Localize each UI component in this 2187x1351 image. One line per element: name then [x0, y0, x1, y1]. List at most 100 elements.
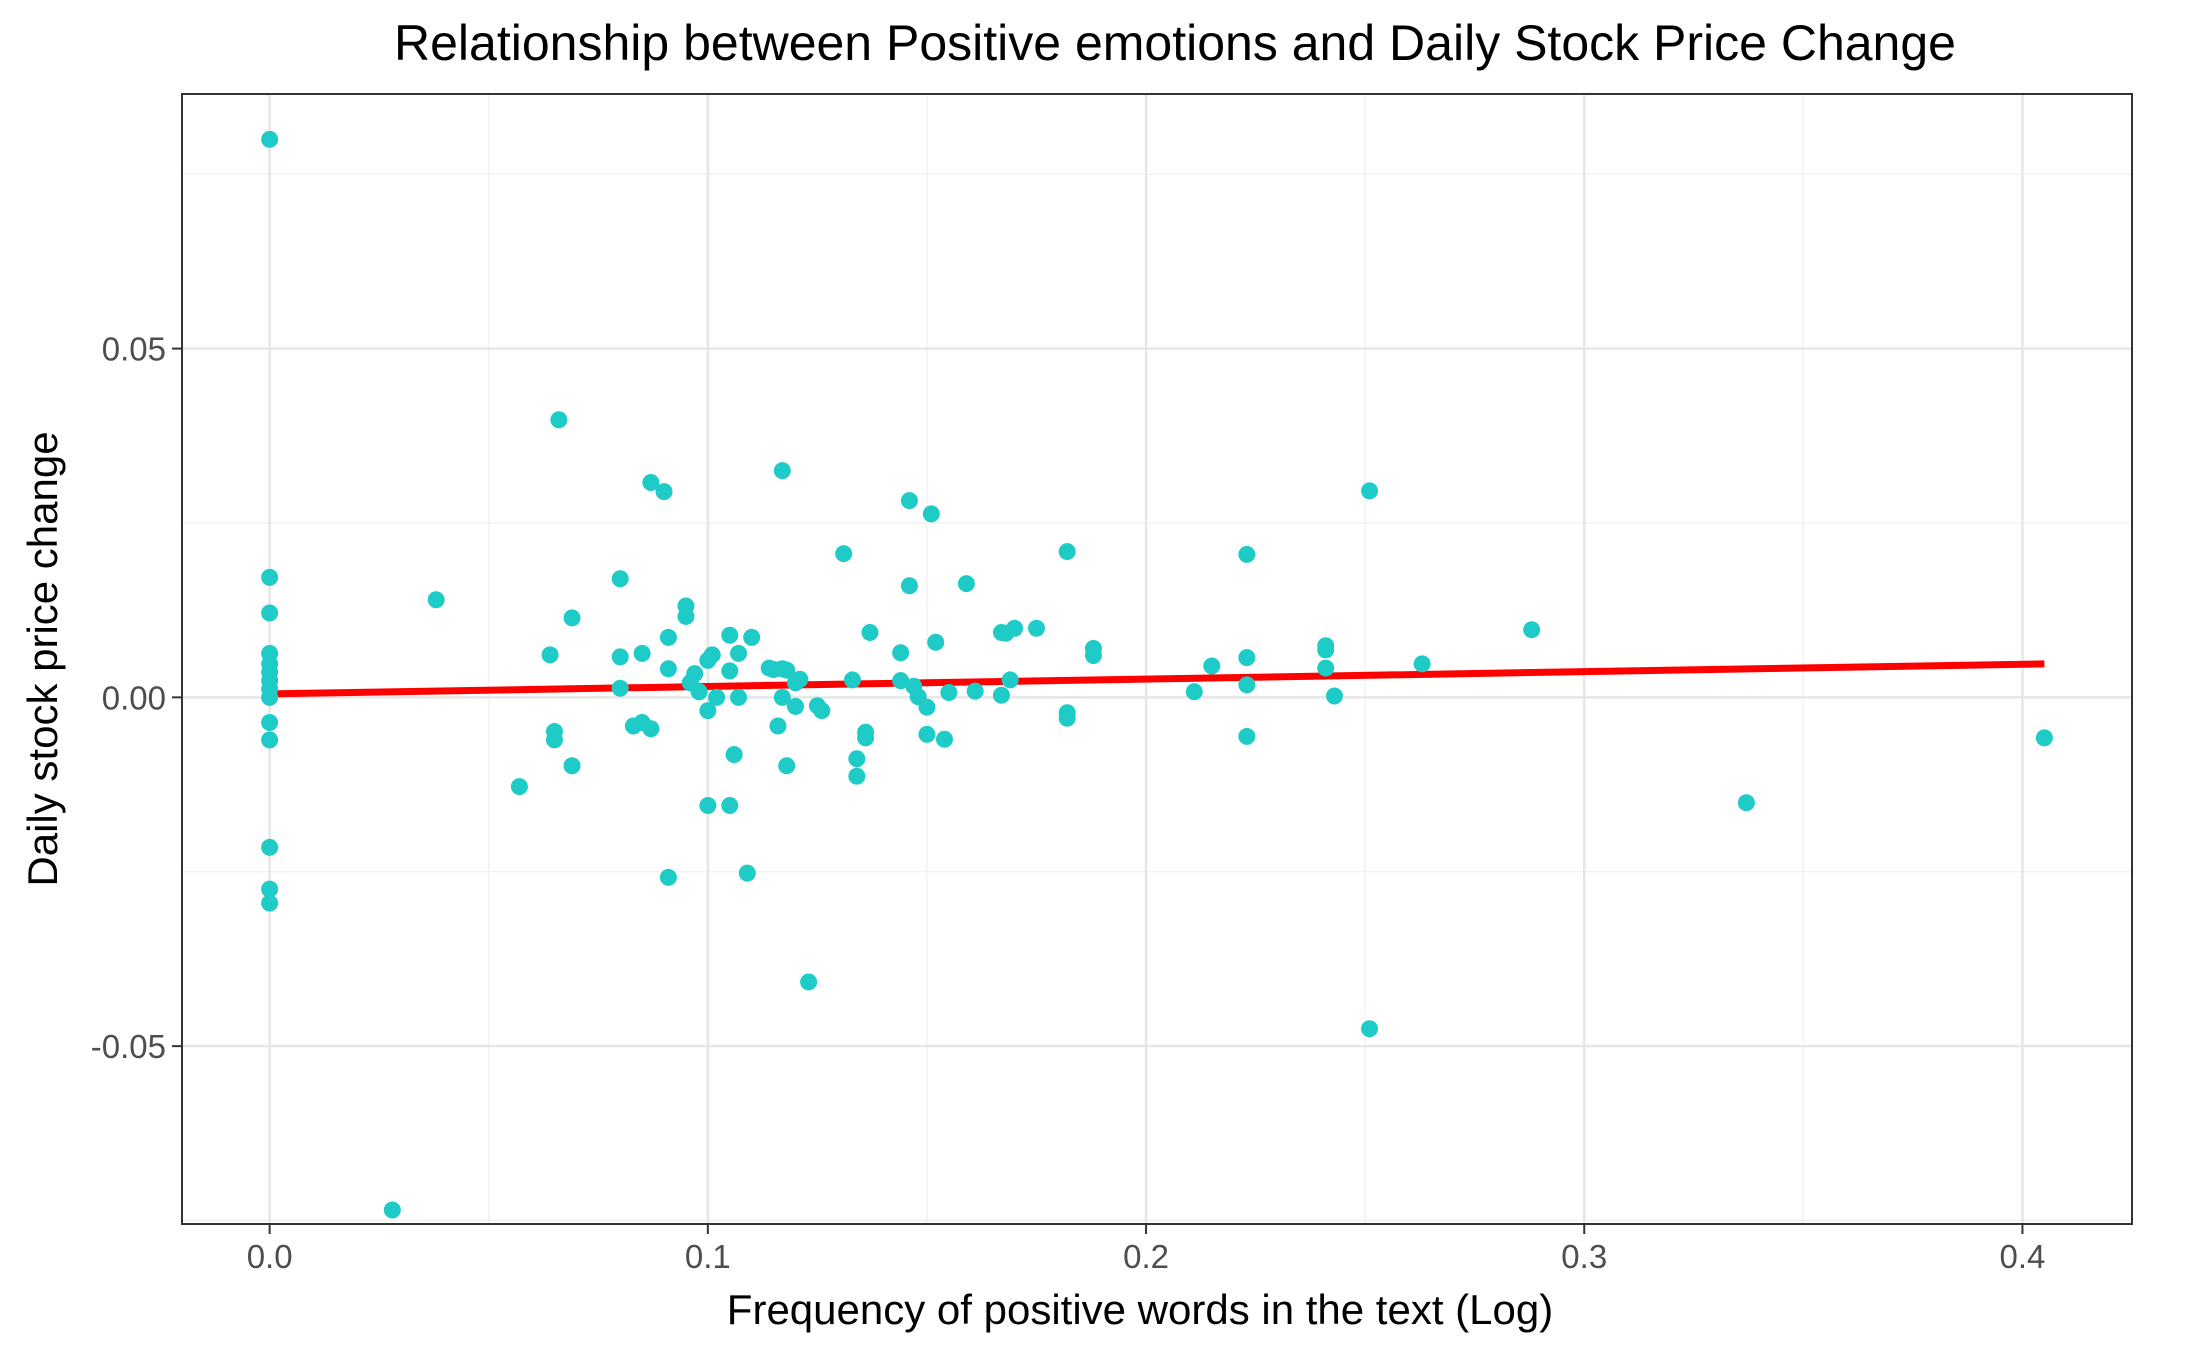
data-point: [773, 688, 791, 706]
data-point: [857, 729, 875, 747]
data-point: [642, 474, 660, 492]
data-point: [778, 757, 796, 775]
data-point: [686, 665, 704, 683]
data-point: [383, 1201, 401, 1219]
data-point: [659, 628, 677, 646]
data-point: [935, 730, 953, 748]
data-point: [611, 648, 629, 666]
data-point: [730, 644, 748, 662]
data-point: [769, 717, 787, 735]
data-point: [261, 838, 279, 856]
data-point: [1317, 659, 1335, 677]
data-point: [918, 725, 936, 743]
x-axis-ticks: 0.0 0.1 0.2 0.3 0.4: [247, 1224, 2046, 1275]
data-point: [1238, 649, 1256, 667]
data-point: [721, 626, 739, 644]
data-point: [1737, 794, 1755, 812]
data-point: [563, 609, 581, 627]
x-tick-label: 0.0: [247, 1238, 293, 1275]
data-point: [725, 746, 743, 764]
data-point: [900, 492, 918, 510]
data-point: [611, 679, 629, 697]
data-point: [261, 130, 279, 148]
data-point: [2035, 729, 2053, 747]
data-point: [655, 483, 673, 501]
data-point: [791, 670, 809, 688]
data-point: [966, 682, 984, 700]
data-point: [922, 505, 940, 523]
data-point: [261, 894, 279, 912]
data-point: [1001, 671, 1019, 689]
data-point: [541, 646, 559, 664]
data-point: [699, 702, 717, 720]
data-point: [703, 646, 721, 664]
data-point: [843, 671, 861, 689]
major-gridlines: [182, 94, 2132, 1224]
data-point: [1361, 482, 1379, 500]
data-point: [892, 644, 910, 662]
data-point: [1413, 655, 1431, 673]
data-point: [1185, 683, 1203, 701]
minor-gridlines: [182, 94, 2132, 1224]
plot-panel-border: [181, 93, 2133, 1225]
data-point: [1058, 543, 1076, 561]
data-point: [550, 411, 568, 429]
data-point: [738, 864, 756, 882]
data-point: [1006, 619, 1024, 637]
y-tick-label: -0.05: [91, 1028, 166, 1065]
data-point: [545, 731, 563, 749]
data-point: [848, 750, 866, 768]
data-point: [1238, 545, 1256, 563]
data-point: [1361, 1020, 1379, 1038]
data-point: [510, 778, 528, 796]
data-point: [261, 604, 279, 622]
data-point: [848, 767, 866, 785]
x-axis-title: Frequency of positive words in the text …: [727, 1286, 1553, 1333]
data-point: [892, 672, 910, 690]
x-tick-label: 0.4: [2000, 1238, 2046, 1275]
y-axis-ticks: -0.05 0.00 0.05: [91, 331, 182, 1065]
data-point: [778, 661, 796, 679]
data-point: [642, 720, 660, 738]
data-point: [1523, 621, 1541, 639]
data-point: [835, 545, 853, 563]
data-point: [918, 698, 936, 716]
y-axis-title: Daily stock price change: [19, 431, 66, 886]
data-point: [940, 683, 958, 701]
data-point: [427, 591, 445, 609]
data-point: [659, 660, 677, 678]
data-point: [786, 697, 804, 715]
data-point: [563, 757, 581, 775]
data-point: [611, 570, 629, 588]
data-point: [957, 575, 975, 593]
data-point: [659, 868, 677, 886]
data-point: [1317, 641, 1335, 659]
data-point: [708, 688, 726, 706]
x-tick-label: 0.3: [1561, 1238, 1607, 1275]
data-point: [633, 644, 651, 662]
data-point: [800, 973, 818, 991]
data-point: [261, 688, 279, 706]
chart-title: Relationship between Positive emotions a…: [394, 15, 1956, 71]
data-point: [721, 662, 739, 680]
x-tick-label: 0.2: [1123, 1238, 1169, 1275]
y-tick-label: 0.05: [102, 331, 166, 368]
x-tick-label: 0.1: [685, 1238, 731, 1275]
data-point: [813, 702, 831, 720]
data-point: [773, 462, 791, 480]
data-point: [1238, 676, 1256, 694]
data-points: [261, 130, 2053, 1219]
data-point: [927, 633, 945, 651]
data-point: [261, 568, 279, 586]
y-tick-label: 0.00: [102, 679, 166, 716]
data-point: [743, 628, 761, 646]
data-point: [1203, 657, 1221, 675]
fit-line-layer: [269, 660, 2045, 698]
data-point: [677, 607, 695, 625]
regression-line: [269, 660, 2045, 698]
data-point: [900, 577, 918, 595]
data-point: [690, 683, 708, 701]
data-point: [721, 796, 739, 814]
